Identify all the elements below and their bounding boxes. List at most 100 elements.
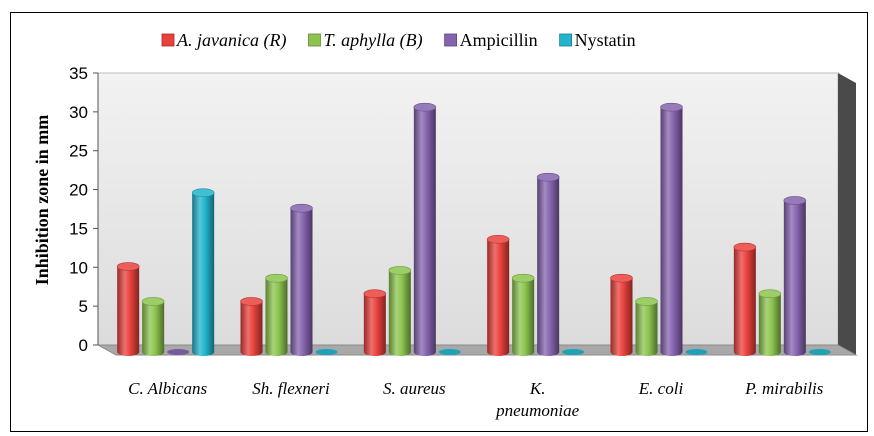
bar <box>388 266 412 356</box>
bar-cap <box>511 273 535 283</box>
legend-swatch <box>559 33 573 47</box>
bar <box>733 242 757 356</box>
bar-body <box>610 278 633 356</box>
bar <box>141 297 165 356</box>
bar-body <box>192 192 215 356</box>
legend-item: T. aphylla (B) <box>308 30 423 51</box>
bar-cap <box>413 102 437 112</box>
legend-label: T. aphylla (B) <box>323 30 422 51</box>
bar <box>363 289 387 356</box>
bar-body <box>537 177 560 356</box>
legend-swatch <box>444 33 458 47</box>
bar-cap <box>536 172 560 182</box>
y-tick-label: 10 <box>69 258 88 277</box>
bar-body <box>265 278 288 356</box>
legend-item: Nystatin <box>559 30 636 50</box>
x-category-label: E. coli <box>638 379 684 398</box>
bar <box>685 349 708 355</box>
y-axis-title: Inhibition zone in mm <box>32 115 52 286</box>
bar <box>808 349 831 355</box>
bar-body <box>142 301 165 356</box>
bar-cap <box>191 188 215 197</box>
bar-cap <box>733 242 757 252</box>
y-axis: 0 5 10 15 20 25 30 35 <box>69 64 99 355</box>
bar-body <box>487 239 510 356</box>
bar-body <box>635 301 658 356</box>
bar-body <box>117 266 140 356</box>
bar-base <box>685 349 708 355</box>
bar <box>438 349 461 355</box>
bar-cap <box>660 102 683 112</box>
bar-cap <box>783 196 807 205</box>
x-category-label: K. <box>529 379 546 398</box>
bar-base <box>808 349 831 355</box>
legend: A. javanica (R) T. aphylla (B) Ampicillin N… <box>161 30 636 51</box>
bar <box>536 172 560 356</box>
bar <box>290 203 313 356</box>
side-wall <box>838 73 856 355</box>
y-tick-label: 30 <box>69 103 88 122</box>
bar-base <box>315 349 338 355</box>
x-category-label: C. Albicans <box>128 379 207 398</box>
bar-base <box>562 349 585 355</box>
bar <box>783 196 807 356</box>
bar <box>413 102 437 356</box>
bar <box>610 273 633 356</box>
bar-cap <box>610 273 633 283</box>
bar <box>265 273 288 356</box>
bar-cap <box>758 289 782 299</box>
y-tick-label: 20 <box>69 181 88 200</box>
bar-body <box>660 107 683 356</box>
bar-cap <box>141 297 165 306</box>
bar <box>315 349 338 355</box>
legend-label: Nystatin <box>575 30 636 50</box>
x-axis-labels: C. Albicans Sh. flexneri S. aureus K. pneumo… <box>128 379 824 420</box>
bar-body <box>733 247 756 356</box>
x-category-label: Sh. flexneri <box>252 379 330 398</box>
legend-swatch <box>308 33 321 47</box>
bar-cap <box>486 235 510 244</box>
bar-cap <box>635 297 658 306</box>
y-tick-label: 0 <box>79 336 88 355</box>
y-tick-label: 15 <box>69 219 88 238</box>
bar <box>116 262 140 356</box>
bar-body <box>240 301 263 356</box>
x-category-label: S. aureus <box>383 379 446 398</box>
bars <box>116 102 831 356</box>
legend-item: A. javanica (R) <box>161 30 286 51</box>
bar-cap <box>363 289 387 299</box>
y-tick-label: 25 <box>69 142 88 161</box>
bar-cap <box>290 203 313 213</box>
bar-body <box>783 200 806 356</box>
bar-cap <box>388 266 412 275</box>
legend-swatch <box>161 33 175 47</box>
bar-body <box>512 278 535 356</box>
bar <box>562 349 585 355</box>
bar <box>758 289 782 356</box>
bar-cap <box>116 262 140 271</box>
bar-body <box>363 293 386 356</box>
bar <box>635 297 658 356</box>
bar-body <box>388 270 411 356</box>
y-tick-label: 35 <box>69 64 88 83</box>
bar <box>167 349 190 355</box>
legend-label: Ampicillin <box>460 30 538 50</box>
bar-body <box>758 293 781 356</box>
bar-body <box>290 208 313 356</box>
bar-cap <box>240 297 263 306</box>
x-category-label: pneumoniae <box>495 401 580 420</box>
bar <box>191 188 215 356</box>
bar <box>511 273 535 356</box>
x-category-label: P. mirabilis <box>744 379 823 398</box>
bar-base <box>438 349 461 355</box>
legend-label: A. javanica (R) <box>176 30 286 51</box>
bar <box>240 297 263 356</box>
bar <box>486 235 510 356</box>
legend-item: Ampicillin <box>444 30 538 50</box>
y-tick-label: 5 <box>79 297 88 316</box>
bar-cap <box>265 273 288 283</box>
bar-base <box>167 349 190 355</box>
bar <box>660 102 683 356</box>
bar-body <box>413 107 436 356</box>
